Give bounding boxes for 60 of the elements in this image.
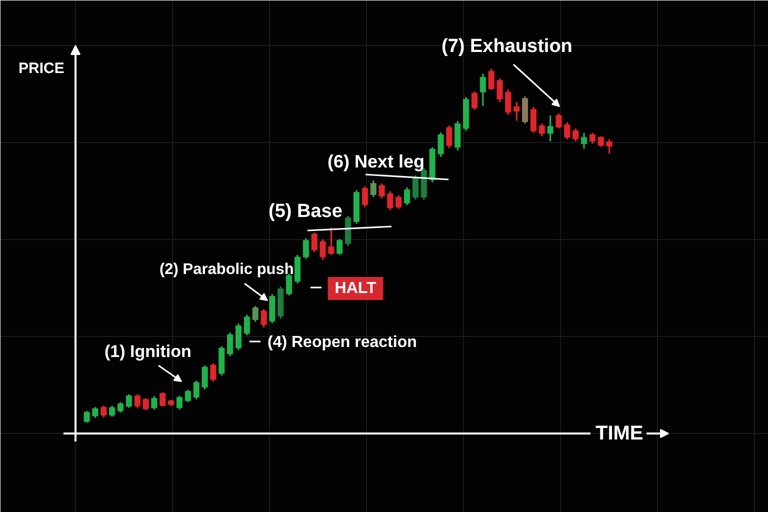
- candlestick: [589, 132, 596, 145]
- candlestick: [260, 308, 267, 328]
- annotation: (1) Ignition: [104, 342, 192, 361]
- y-axis-title: PRICE: [18, 60, 64, 77]
- candlestick: [176, 394, 183, 410]
- candlestick: [151, 395, 158, 410]
- candlestick: [454, 120, 461, 152]
- candlestick: [556, 112, 562, 130]
- annotation: HALT: [334, 280, 376, 297]
- candlestick: [193, 380, 200, 400]
- candlestick: [404, 186, 410, 206]
- candlestick: [336, 238, 343, 256]
- candlestick: [134, 394, 140, 409]
- candlestick: [311, 232, 318, 253]
- candlestick: [92, 406, 98, 419]
- candlestick: [446, 124, 452, 149]
- candlestick: [328, 226, 334, 256]
- candlestick: [142, 397, 149, 412]
- candlestick: [109, 404, 116, 418]
- candlestick: [302, 237, 309, 260]
- candlestick: [480, 72, 486, 107]
- candlestick: [235, 322, 242, 351]
- candlestick: [210, 362, 216, 382]
- candlestick: [505, 88, 512, 116]
- candlestick: [370, 180, 376, 198]
- candlestick: [396, 194, 402, 210]
- candlestick: [244, 314, 250, 336]
- candlestick: [362, 185, 368, 208]
- text: (7) Exhaustion: [442, 36, 572, 57]
- candlestick: [496, 78, 503, 103]
- candlestick: [580, 132, 588, 150]
- candlestick: [100, 404, 107, 418]
- candlestick: [538, 122, 545, 138]
- candlestick: [522, 96, 528, 124]
- annotation: (6) Next leg: [328, 152, 425, 172]
- candlestick: [84, 410, 90, 424]
- candlestick: [117, 401, 124, 414]
- candlestick: [320, 238, 326, 261]
- candlestick: [530, 106, 536, 134]
- candlestick: [184, 388, 191, 403]
- x-axis-title: TIME: [596, 422, 644, 444]
- candlestick: [160, 391, 166, 408]
- candlestick: [202, 364, 208, 390]
- candlestick: [387, 190, 394, 211]
- candlestick: [126, 394, 132, 409]
- candlestick: [572, 128, 579, 142]
- candlestick: [471, 90, 478, 111]
- candlestick: [438, 132, 444, 158]
- candlestick: [252, 305, 258, 323]
- candlestick: [547, 114, 554, 142]
- candlestick: [514, 101, 520, 122]
- candlestick: [227, 332, 234, 357]
- annotation: (5) Base: [268, 201, 342, 222]
- candlestick: [412, 174, 418, 200]
- annotation: (2) Parabolic push: [160, 261, 294, 278]
- candlestick: [378, 182, 385, 200]
- candlestick: [488, 68, 494, 91]
- candlestick: [606, 138, 612, 154]
- candlestick: [564, 121, 570, 140]
- annotation: (4) Reopen reaction: [268, 334, 417, 351]
